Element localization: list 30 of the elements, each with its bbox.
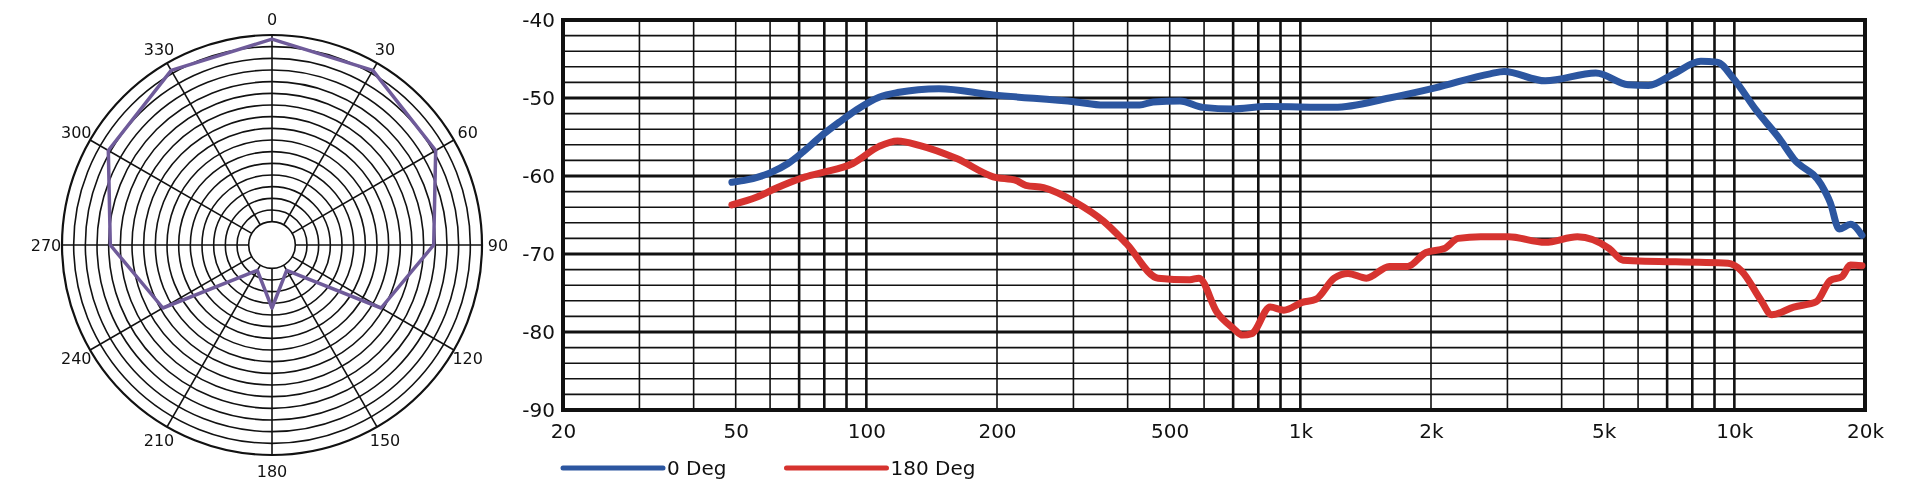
spoke-label: 210 (143, 431, 175, 451)
y-tick-label: -40 (522, 7, 555, 32)
spoke-label: 120 (452, 348, 483, 368)
spoke-label: 30 (374, 39, 396, 59)
x-tick-label: 2k (1419, 419, 1445, 444)
spoke-label: 0 (266, 9, 278, 29)
x-tick-label: 500 (1151, 419, 1190, 444)
spoke-label: 330 (143, 39, 175, 59)
spoke-label: 270 (30, 235, 62, 255)
spoke-label: 90 (487, 235, 509, 255)
x-tick-label: 200 (978, 419, 1017, 444)
legend-label: 0 Deg (667, 456, 727, 480)
x-tick-label: 50 (723, 419, 749, 444)
x-tick-label: 10k (1716, 419, 1754, 444)
x-tick-label: 5k (1592, 419, 1617, 444)
x-tick-label: 100 (847, 419, 886, 444)
x-tick-label: 20k (1846, 419, 1885, 444)
spoke-label: 150 (369, 431, 401, 451)
x-tick-label: 1k (1288, 419, 1314, 444)
y-tick-label: -70 (522, 241, 555, 266)
y-tick-label: -50 (522, 85, 555, 110)
y-tick-label: -80 (522, 319, 555, 344)
x-tick-label: 20 (550, 419, 577, 444)
legend-label: 180 Deg (890, 456, 976, 480)
y-tick-label: -60 (522, 163, 555, 188)
spoke-label: 300 (61, 122, 92, 142)
y-tick-label: -90 (522, 397, 555, 422)
spoke-label: 60 (457, 122, 478, 142)
spoke-label: 180 (256, 461, 288, 481)
spoke-label: 240 (61, 348, 92, 368)
